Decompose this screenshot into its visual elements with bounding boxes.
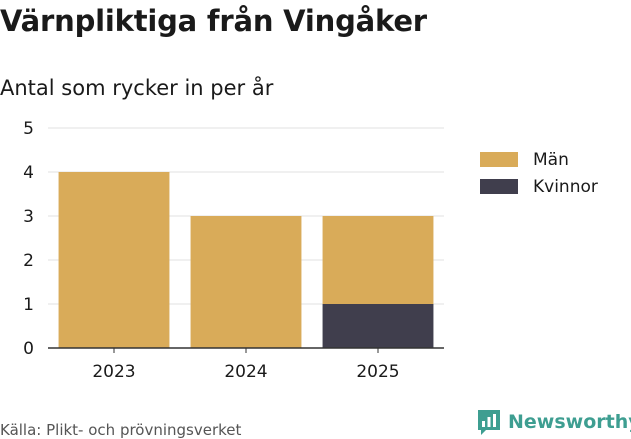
legend-label-man: Män	[533, 149, 569, 170]
bar-kvinnor-2025	[322, 304, 434, 348]
legend: Män Kvinnor	[480, 146, 598, 200]
bar-man-2023	[58, 172, 170, 348]
x-tick-label: 2025	[356, 362, 399, 382]
brand-logo[interactable]: Newsworthy	[476, 408, 631, 436]
legend-swatch-man	[480, 152, 518, 167]
legend-swatch-kvinnor	[480, 179, 518, 194]
bar-man-2025	[322, 216, 434, 304]
brand-name: Newsworthy	[508, 411, 631, 433]
x-tick-label: 2023	[92, 362, 135, 382]
bar-man-2024	[190, 216, 302, 348]
y-tick-label: 2	[23, 251, 34, 271]
legend-item-kvinnor: Kvinnor	[480, 173, 598, 200]
legend-label-kvinnor: Kvinnor	[533, 176, 598, 197]
y-tick-label: 3	[23, 207, 34, 227]
x-tick-label: 2024	[224, 362, 267, 382]
y-tick-label: 4	[23, 163, 34, 183]
chart-title: Värnpliktiga från Vingåker	[0, 4, 427, 38]
legend-item-man: Män	[480, 146, 598, 173]
y-tick-label: 0	[23, 339, 34, 359]
bars	[58, 172, 434, 348]
y-tick-label: 1	[23, 295, 34, 315]
axes: 0 1 2 3 4 5 2023 2024 2025	[23, 119, 444, 382]
y-tick-label: 5	[23, 119, 34, 139]
chart-subtitle: Antal som rycker in per år	[0, 76, 274, 100]
source-note: Källa: Plikt- och prövningsverket	[0, 421, 242, 439]
newsworthy-logo-icon	[478, 410, 500, 435]
